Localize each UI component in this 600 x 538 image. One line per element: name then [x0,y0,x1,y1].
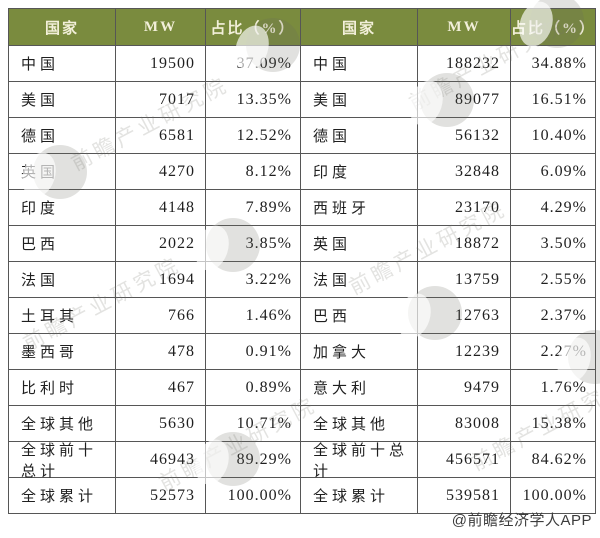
country-cell: 德国 [301,118,418,154]
country-cell: 美国 [9,82,116,118]
share-cell: 0.89% [206,370,301,406]
mw-cell: 19500 [116,46,206,82]
mw-cell: 188232 [418,46,511,82]
header-cell: MW [418,9,511,46]
share-cell: 16.51% [511,82,596,118]
header-cell: 占比（%） [206,9,301,46]
mw-cell: 23170 [418,190,511,226]
country-cell: 法国 [301,262,418,298]
mw-cell: 1694 [116,262,206,298]
mw-cell: 56132 [418,118,511,154]
mw-cell: 83008 [418,406,511,442]
mw-cell: 13759 [418,262,511,298]
country-cell: 土耳其 [9,298,116,334]
mw-cell: 6581 [116,118,206,154]
mw-cell: 12763 [418,298,511,334]
source-caption: @前瞻经济学人APP [451,512,592,529]
country-cell: 全球累计 [9,478,116,514]
share-cell: 100.00% [206,478,301,514]
mw-cell: 2022 [116,226,206,262]
country-cell: 全球其他 [301,406,418,442]
header-cell: 占比（%） [511,9,596,46]
country-cell: 西班牙 [301,190,418,226]
country-cell: 印度 [301,154,418,190]
mw-cell: 467 [116,370,206,406]
header-cell: 国家 [301,9,418,46]
mw-cell: 9479 [418,370,511,406]
mw-cell: 52573 [116,478,206,514]
country-cell: 中国 [9,46,116,82]
mw-cell: 18872 [418,226,511,262]
share-cell: 3.50% [511,226,596,262]
country-cell: 印度 [9,190,116,226]
mw-cell: 4148 [116,190,206,226]
share-cell: 2.27% [511,334,596,370]
country-cell: 英国 [9,154,116,190]
country-cell: 法国 [9,262,116,298]
header-cell: MW [116,9,206,46]
share-cell: 100.00% [511,478,596,514]
country-cell: 全球前十总计 [9,442,116,480]
country-cell: 加拿大 [301,334,418,370]
country-cell: 比利时 [9,370,116,406]
mw-cell: 5630 [116,406,206,442]
share-cell: 4.29% [511,190,596,226]
mw-cell: 766 [116,298,206,334]
share-cell: 3.22% [206,262,301,298]
share-cell: 89.29% [206,442,301,478]
mw-cell: 46943 [116,442,206,478]
stats-table: 国家 MW 占比（%） 国家 MW 占比（%） 中国 19500 37.09% 中国 188232 3… [8,8,596,514]
country-cell: 全球累计 [301,478,418,514]
mw-cell: 456571 [418,442,511,478]
share-cell: 15.38% [511,406,596,442]
country-cell: 巴西 [9,226,116,262]
mw-cell: 7017 [116,82,206,118]
share-cell: 12.52% [206,118,301,154]
mw-cell: 4270 [116,154,206,190]
share-cell: 2.37% [511,298,596,334]
share-cell: 84.62% [511,442,596,478]
country-cell: 巴西 [301,298,418,334]
share-cell: 37.09% [206,46,301,82]
country-cell: 英国 [301,226,418,262]
country-cell: 全球其他 [9,406,116,442]
mw-cell: 478 [116,334,206,370]
share-cell: 3.85% [206,226,301,262]
country-cell: 美国 [301,82,418,118]
share-cell: 8.12% [206,154,301,190]
share-cell: 1.46% [206,298,301,334]
country-cell: 全球前十总计 [301,442,418,480]
country-cell: 德国 [9,118,116,154]
share-cell: 7.89% [206,190,301,226]
share-cell: 10.71% [206,406,301,442]
mw-cell: 12239 [418,334,511,370]
country-cell: 意大利 [301,370,418,406]
header-cell: 国家 [9,9,116,46]
mw-cell: 539581 [418,478,511,514]
mw-cell: 32848 [418,154,511,190]
share-cell: 1.76% [511,370,596,406]
country-cell: 墨西哥 [9,334,116,370]
country-cell: 中国 [301,46,418,82]
share-cell: 0.91% [206,334,301,370]
share-cell: 10.40% [511,118,596,154]
share-cell: 34.88% [511,46,596,82]
mw-cell: 89077 [418,82,511,118]
share-cell: 13.35% [206,82,301,118]
share-cell: 2.55% [511,262,596,298]
share-cell: 6.09% [511,154,596,190]
